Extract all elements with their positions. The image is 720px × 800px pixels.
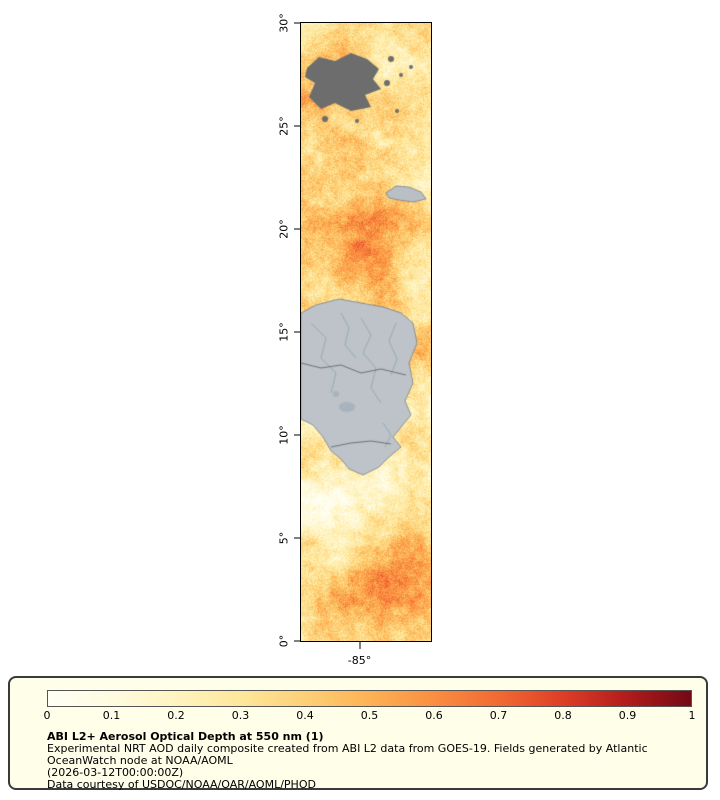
colorbar-tick-label: 0.5 bbox=[360, 709, 379, 722]
colorbar-tick-label: 0.1 bbox=[102, 709, 121, 722]
colorbar-tick-label: 0.2 bbox=[167, 709, 185, 722]
colorbar-tick-label: 0.3 bbox=[231, 709, 250, 722]
y-axis-tick-label: 25° bbox=[277, 116, 291, 136]
y-axis-tick bbox=[294, 22, 301, 24]
y-axis-tick-label: 5° bbox=[277, 531, 291, 545]
y-axis-tick bbox=[294, 331, 301, 333]
colorbar-tick-row: 0 0.1 0.2 0.3 0.4 0.5 0.6 0.7 0.8 0.9 1 bbox=[43, 709, 696, 725]
colorbar-tick-label: 0.4 bbox=[296, 709, 314, 722]
x-axis-tick bbox=[359, 642, 360, 649]
colorbar-tick-label: 0 bbox=[43, 709, 51, 722]
x-axis-tick-label: -85° bbox=[347, 654, 372, 667]
y-axis-tick bbox=[294, 434, 301, 436]
y-axis-tick-label: 10° bbox=[277, 425, 291, 445]
y-axis-tick bbox=[294, 640, 301, 642]
legend-description: Experimental NRT AOD daily composite cre… bbox=[47, 742, 648, 767]
legend-timestamp: (2026-03-12T00:00:00Z) bbox=[47, 766, 184, 779]
colorbar-gradient bbox=[47, 690, 692, 707]
colorbar-tick-label: 0.7 bbox=[489, 709, 508, 722]
colorbar-tick-label: 0.8 bbox=[554, 709, 572, 722]
y-axis-tick-label: 30° bbox=[277, 13, 291, 33]
map-plot-area: 0° 5° 10° 15° 20° 25° 30° -85° bbox=[278, 13, 432, 667]
y-axis-tick-label: 15° bbox=[277, 322, 291, 342]
y-axis-tick-label: 0° bbox=[277, 634, 291, 648]
legend-courtesy: Data courtesy of USDOC/NOAA/OAR/AOML/PHO… bbox=[47, 778, 316, 791]
legend-title: ABI L2+ Aerosol Optical Depth at 550 nm … bbox=[47, 730, 324, 743]
y-axis-tick bbox=[294, 228, 301, 230]
legend-panel: 0 0.1 0.2 0.3 0.4 0.5 0.6 0.7 0.8 0.9 1 ABI L2+ Ae… bbox=[8, 676, 708, 791]
y-axis-tick-label: 20° bbox=[277, 219, 291, 239]
y-axis-tick bbox=[294, 537, 301, 539]
aod-map-canvas bbox=[301, 23, 431, 641]
colorbar-tick-label: 1 bbox=[688, 709, 696, 722]
colorbar-tick-label: 0.6 bbox=[425, 709, 443, 722]
y-axis-tick bbox=[294, 125, 301, 127]
colorbar-tick-label: 0.9 bbox=[618, 709, 637, 722]
